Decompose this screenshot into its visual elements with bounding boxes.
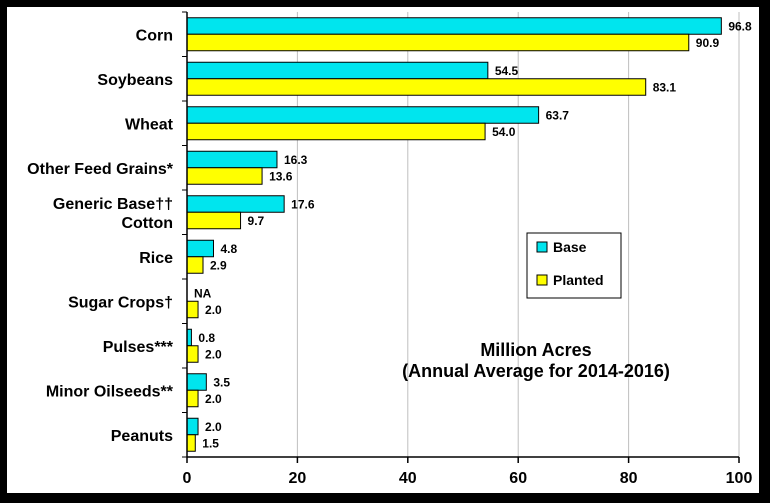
category-label: Corn: [136, 27, 173, 44]
bar-planted: [186, 256, 204, 274]
legend-label-planted: Planted: [553, 272, 604, 288]
category-label: Sugar Crops†: [68, 294, 173, 311]
data-label: 54.0: [492, 125, 516, 139]
category-label: Peanuts: [111, 428, 173, 445]
bar-planted: [186, 78, 647, 96]
legend-label-base: Base: [553, 239, 587, 255]
category-label: Wheat: [125, 116, 174, 133]
bar-base: [186, 195, 285, 213]
legend-swatch-base: [536, 241, 548, 253]
bar-planted: [186, 345, 199, 363]
data-label: 2.9: [210, 259, 227, 273]
bar-planted: [186, 122, 486, 141]
category-label: Generic Base††: [53, 196, 173, 213]
bar-planted: [186, 211, 242, 230]
data-label: 90.9: [696, 36, 720, 50]
data-label: 9.7: [248, 214, 265, 228]
data-label: 83.1: [653, 81, 677, 95]
data-label: 1.5: [202, 437, 219, 451]
bar-planted: [186, 300, 199, 319]
data-label: 54.5: [495, 64, 519, 78]
x-tick-label: 0: [183, 470, 192, 487]
bar-base: [186, 17, 722, 35]
data-label: 17.6: [291, 198, 315, 212]
bar-planted: [186, 167, 263, 185]
bar-base: [186, 150, 278, 169]
x-tick-label: 60: [509, 470, 527, 487]
data-label: 3.5: [213, 376, 230, 390]
bar-planted: [186, 434, 196, 452]
category-label: Cotton: [121, 215, 173, 232]
data-label: 2.0: [205, 392, 222, 406]
x-tick-label: 40: [399, 470, 417, 487]
category-label: Minor Oilseeds**: [46, 383, 174, 400]
category-label: Pulses***: [103, 339, 174, 356]
bar-base: [186, 417, 199, 436]
bar-base: [186, 61, 489, 80]
data-label: 0.8: [198, 331, 215, 345]
data-label: 2.0: [205, 348, 222, 362]
data-label: 2.0: [205, 420, 222, 434]
category-label: Soybeans: [97, 72, 173, 89]
data-label: 13.6: [269, 170, 293, 184]
legend-swatch-planted: [536, 274, 548, 286]
data-label: 96.8: [728, 20, 752, 34]
chart-annotation: (Annual Average for 2014-2016): [402, 361, 670, 381]
x-tick-label: 100: [726, 470, 753, 487]
data-label: 2.0: [205, 303, 222, 317]
bar-planted: [186, 389, 199, 408]
bar-base: [186, 373, 207, 391]
bar-base: [186, 106, 540, 124]
bar-base: [186, 239, 214, 258]
data-label: 63.7: [546, 109, 570, 123]
data-label: 16.3: [284, 153, 308, 167]
chart-annotation: Million Acres: [480, 340, 591, 360]
category-label: Other Feed Grains*: [27, 161, 174, 178]
bar-planted: [186, 33, 690, 52]
data-label: 4.8: [220, 242, 237, 256]
x-tick-label: 20: [289, 470, 307, 487]
x-tick-label: 80: [620, 470, 638, 487]
data-label: NA: [194, 287, 212, 301]
category-label: Rice: [139, 250, 173, 267]
